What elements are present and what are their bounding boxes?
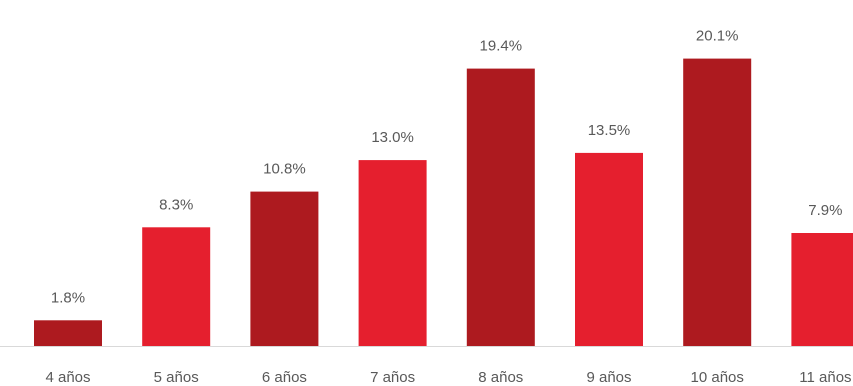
data-label-1: 1.8% bbox=[51, 289, 85, 306]
bar-6 bbox=[575, 152, 643, 346]
x-tick-label-7: 10 años bbox=[691, 369, 744, 386]
x-tick-label-6: 9 años bbox=[586, 369, 631, 386]
bar-5 bbox=[466, 68, 535, 346]
bar-2 bbox=[142, 227, 211, 346]
bar-3 bbox=[250, 191, 319, 346]
data-label-6: 13.5% bbox=[588, 122, 631, 139]
data-label-8: 7.9% bbox=[808, 202, 842, 219]
x-tick-label-5: 8 años bbox=[478, 369, 523, 386]
bar-8 bbox=[791, 233, 853, 346]
x-tick-label-1: 4 años bbox=[45, 369, 90, 386]
bar-7 bbox=[683, 58, 752, 346]
x-tick-label-3: 6 años bbox=[262, 369, 307, 386]
data-label-7: 20.1% bbox=[696, 28, 739, 45]
bar-4 bbox=[358, 160, 427, 346]
data-label-3: 10.8% bbox=[263, 161, 306, 178]
data-label-2: 8.3% bbox=[159, 196, 193, 213]
x-tick-label-8: 11 años bbox=[799, 369, 851, 386]
data-label-4: 13.0% bbox=[371, 129, 414, 146]
data-label-5: 19.4% bbox=[480, 38, 523, 55]
x-tick-label-2: 5 años bbox=[154, 369, 199, 386]
bars-group bbox=[34, 58, 853, 346]
x-tick-label-4: 7 años bbox=[370, 369, 415, 386]
bar-1 bbox=[34, 320, 102, 346]
data-labels-group: 1.8% 8.3% 10.8% 13.0% 19.4% 13.5% 20.1% 7.9% bbox=[51, 28, 843, 307]
x-tick-labels-group: 4 años 5 años 6 años 7 años 8 años 9 años 10 a… bbox=[45, 369, 851, 386]
